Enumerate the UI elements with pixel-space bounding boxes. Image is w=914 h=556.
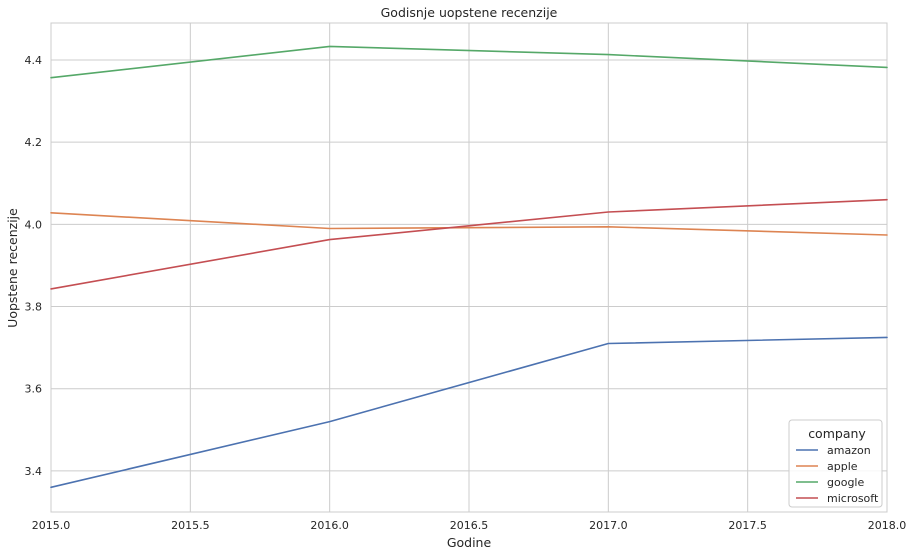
x-axis-ticks: 2015.0 2015.5 2016.0 2016.5 2017.0 2017.5 2018… xyxy=(32,519,907,532)
x-tick-label: 2016.0 xyxy=(310,519,349,532)
x-tick-label: 2015.0 xyxy=(32,519,71,532)
series-line-amazon xyxy=(50,336,888,489)
legend-items: amazon apple google microsoft xyxy=(796,444,879,505)
legend-label-microsoft: microsoft xyxy=(827,492,879,505)
series-layer xyxy=(50,45,888,489)
x-tick-label: 2018.0 xyxy=(868,519,907,532)
series-line-apple xyxy=(50,212,888,236)
plot-frame xyxy=(50,22,888,513)
legend: company amazon apple google microsoft xyxy=(788,419,883,508)
y-tick-label: 3.8 xyxy=(25,301,43,314)
series-line-google xyxy=(50,45,888,79)
legend-label-amazon: amazon xyxy=(827,444,871,457)
legend-label-apple: apple xyxy=(827,460,858,473)
y-tick-label: 3.6 xyxy=(25,383,43,396)
series-line-microsoft xyxy=(50,198,888,290)
x-tick-label: 2016.5 xyxy=(450,519,489,532)
legend-title: company xyxy=(808,426,866,441)
x-tick-label: 2017.5 xyxy=(728,519,767,532)
x-tick-label: 2015.5 xyxy=(171,519,210,532)
x-axis-label: Godine xyxy=(447,535,492,550)
legend-label-google: google xyxy=(827,476,864,489)
y-axis-ticks: 3.4 3.6 3.8 4.0 4.2 4.4 xyxy=(25,54,43,478)
y-tick-label: 4.4 xyxy=(25,54,43,67)
grid xyxy=(50,23,888,512)
y-tick-label: 4.0 xyxy=(25,218,43,231)
chart-title: Godisnje uopstene recenzije xyxy=(381,5,558,20)
x-tick-label: 2017.0 xyxy=(589,519,628,532)
y-axis-label: Uopstene recenzije xyxy=(5,208,20,328)
y-tick-label: 4.2 xyxy=(25,136,43,149)
y-tick-label: 3.4 xyxy=(25,465,43,478)
legend-box xyxy=(788,419,883,508)
